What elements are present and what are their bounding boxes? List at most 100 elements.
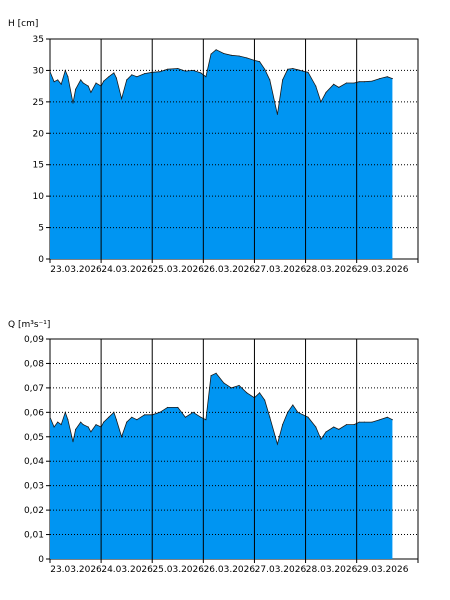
- data-point: [391, 78, 393, 80]
- data-point: [72, 102, 74, 104]
- data-point: [103, 421, 105, 423]
- data-point: [259, 61, 261, 63]
- data-point: [82, 82, 84, 84]
- y-tick-label: 10: [33, 192, 45, 202]
- data-point: [60, 83, 62, 85]
- data-point: [353, 82, 355, 84]
- chart-1: 0 5 10 15 20 25 30 35 23.03.2026 24.03.2026 25.03.…: [8, 19, 419, 275]
- data-point: [113, 72, 115, 74]
- data-point: [49, 416, 51, 418]
- x-tick-label: 28.03.2026: [306, 565, 358, 575]
- data-point: [192, 411, 194, 413]
- data-point: [264, 68, 266, 70]
- data-point: [121, 98, 123, 100]
- data-point: [307, 416, 309, 418]
- data-point: [269, 416, 271, 418]
- x-tick-label: 25.03.2026: [152, 265, 204, 275]
- data-point: [333, 426, 335, 428]
- data-point: [320, 438, 322, 440]
- data-point: [210, 375, 212, 377]
- data-point: [315, 426, 317, 428]
- data-point: [246, 392, 248, 394]
- x-tick-label: 23.03.2026: [50, 565, 102, 575]
- data-point: [353, 424, 355, 426]
- data-point: [259, 392, 261, 394]
- y-tick-label: 0,02: [24, 506, 44, 516]
- y-tick-label: 0,06: [24, 408, 44, 418]
- data-point: [177, 406, 179, 408]
- data-point: [325, 91, 327, 93]
- data-point: [276, 443, 278, 445]
- data-point: [363, 421, 365, 423]
- data-point: [363, 81, 365, 83]
- data-point: [325, 431, 327, 433]
- data-point: [131, 416, 133, 418]
- x-tick-label: 23.03.2026: [50, 265, 102, 275]
- data-point: [282, 79, 284, 81]
- x-tick-label: 24.03.2026: [101, 265, 153, 275]
- data-point: [90, 91, 92, 93]
- data-point: [238, 55, 240, 57]
- data-point: [167, 406, 169, 408]
- data-point: [53, 426, 55, 428]
- data-point: [307, 71, 309, 73]
- data-point: [215, 49, 217, 51]
- data-point: [230, 387, 232, 389]
- data-point: [121, 436, 123, 438]
- data-point: [72, 441, 74, 443]
- data-point: [136, 76, 138, 78]
- data-point: [80, 421, 82, 423]
- data-point: [159, 71, 161, 73]
- y-tick-label: 0,08: [24, 359, 44, 369]
- y-tick-label: 25: [33, 98, 44, 108]
- data-point: [67, 419, 69, 421]
- data-point: [333, 83, 335, 85]
- data-point: [223, 382, 225, 384]
- series-area: [50, 373, 393, 559]
- data-point: [53, 81, 55, 83]
- chart-2: 0 0,01 0,02 0,03 0,04 0,05 0,06 0,07 0,08 0,09 23.…: [8, 320, 419, 575]
- data-point: [246, 57, 248, 59]
- data-point: [358, 421, 360, 423]
- x-tick-label: 24.03.2026: [101, 565, 153, 575]
- data-point: [57, 79, 59, 81]
- data-point: [60, 424, 62, 426]
- data-point: [192, 69, 194, 71]
- y-tick-label: 0,07: [24, 384, 44, 394]
- data-point: [345, 424, 347, 426]
- data-point: [264, 399, 266, 401]
- data-point: [287, 68, 289, 70]
- x-tick-label: 29.03.2026: [357, 565, 409, 575]
- y-tick-label: 35: [33, 35, 44, 45]
- data-point: [297, 411, 299, 413]
- x-tick-label: 26.03.2026: [204, 265, 256, 275]
- data-point: [230, 54, 232, 56]
- data-point: [144, 414, 146, 416]
- data-point: [200, 416, 202, 418]
- x-tick-label: 27.03.2026: [255, 565, 307, 575]
- y-tick-label: 15: [33, 161, 44, 171]
- data-point: [338, 86, 340, 88]
- data-point: [75, 88, 77, 90]
- data-point: [90, 431, 92, 433]
- data-point: [315, 85, 317, 87]
- y-tick-label: 20: [33, 129, 45, 139]
- data-point: [358, 81, 360, 83]
- y-tick-label: 0,09: [24, 335, 44, 345]
- data-point: [87, 426, 89, 428]
- data-point: [115, 419, 117, 421]
- data-point: [386, 76, 388, 78]
- y-tick-label: 0,03: [24, 482, 44, 492]
- data-point: [200, 72, 202, 74]
- y-tick-label: 0,04: [24, 457, 44, 467]
- data-point: [57, 421, 59, 423]
- data-point: [144, 73, 146, 75]
- data-point: [292, 68, 294, 69]
- data-point: [49, 71, 51, 73]
- data-point: [205, 419, 207, 421]
- y-axis-label: Q [m³s⁻¹]: [8, 320, 50, 330]
- data-point: [391, 419, 393, 421]
- data-point: [126, 421, 128, 423]
- data-point: [136, 419, 138, 421]
